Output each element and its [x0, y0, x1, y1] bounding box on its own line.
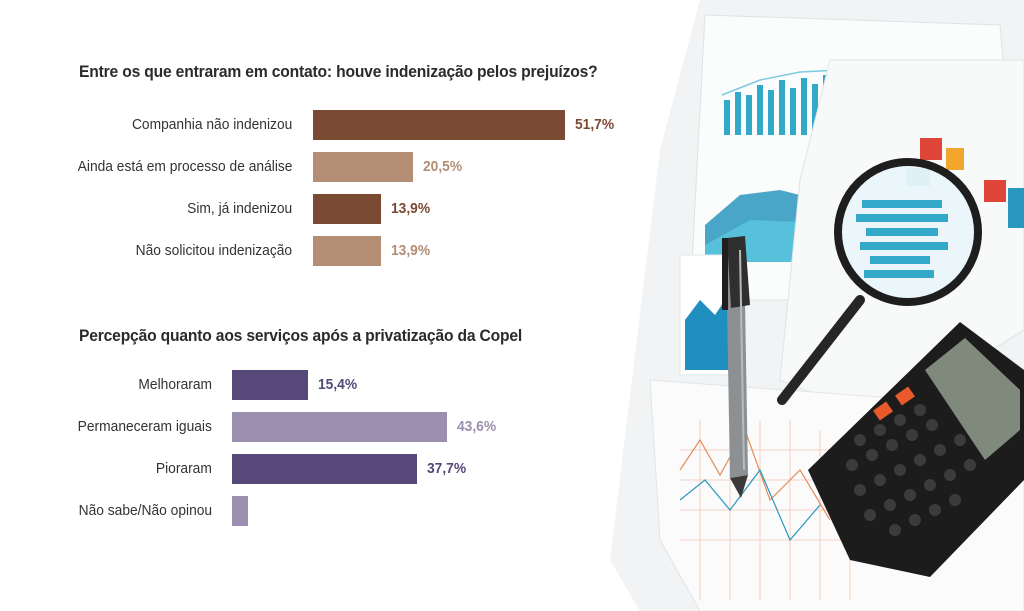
- value-label: 43,6%: [457, 418, 497, 435]
- chart-title: Entre os que entraram em contato: houve …: [79, 62, 598, 81]
- bar: [232, 496, 248, 526]
- category-label: Ainda está em processo de análise: [77, 158, 292, 175]
- pen-icon: [722, 236, 750, 498]
- category-label: Permaneceram iguais: [77, 418, 212, 435]
- magnifying-glass-icon: [777, 158, 982, 405]
- calculator-icon: [808, 322, 1024, 577]
- bar: [313, 152, 413, 182]
- bar: [313, 194, 381, 224]
- category-label: Sim, já indenizou: [186, 200, 292, 217]
- bar: [313, 236, 381, 266]
- bar: [232, 412, 447, 442]
- bar: [232, 454, 417, 484]
- value-label: 13,9%: [391, 242, 431, 259]
- value-label: 20,5%: [423, 158, 463, 175]
- category-label: Pioraram: [156, 460, 212, 477]
- category-label: Melhoraram: [138, 376, 212, 393]
- value-label: 13,9%: [391, 200, 431, 217]
- category-label: Não sabe/Não opinou: [78, 502, 212, 519]
- category-label: Companhia não indenizou: [131, 116, 292, 133]
- bar: [313, 110, 565, 140]
- category-label: Não solicitou indenização: [135, 242, 292, 259]
- value-label: 15,4%: [318, 376, 358, 393]
- value-label: 37,7%: [427, 460, 467, 477]
- bar: [232, 370, 308, 400]
- chart-title: Percepção quanto aos serviços após a pri…: [79, 326, 523, 345]
- value-label: 51,7%: [575, 116, 615, 133]
- paper-line-series-2: [679, 468, 821, 542]
